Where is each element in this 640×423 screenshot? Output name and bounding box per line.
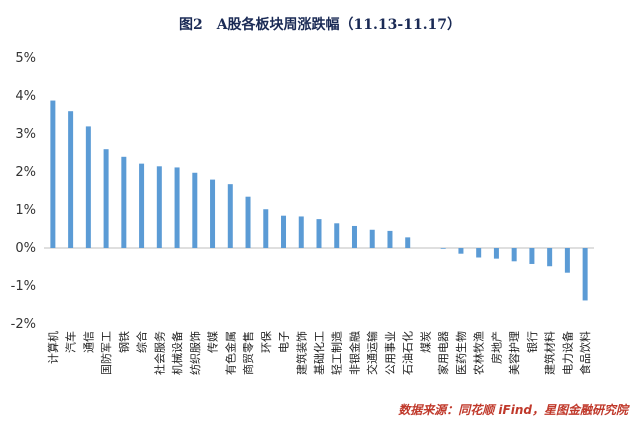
bar <box>387 230 393 248</box>
bar <box>564 248 570 273</box>
chart-title: 图2 A股各板块周涨跌幅（11.13-11.17） <box>179 16 461 33</box>
bar <box>405 237 411 248</box>
bar <box>174 167 180 248</box>
bar <box>316 219 322 248</box>
x-tick-label: 公用事业 <box>384 331 397 375</box>
bar <box>334 223 340 248</box>
bar <box>493 248 499 259</box>
bar <box>281 215 287 248</box>
bar <box>121 156 127 248</box>
bar <box>156 166 162 248</box>
y-tick-label: -1% <box>11 279 36 294</box>
bar <box>458 248 464 254</box>
x-tick-label: 非银金融 <box>347 331 361 375</box>
x-tick-label: 电力设备 <box>560 331 574 375</box>
x-tick-label: 传媒 <box>207 331 220 353</box>
y-tick-label: 3% <box>15 127 36 142</box>
bar <box>68 111 74 248</box>
bar <box>85 126 91 248</box>
x-tick-label: 煤炭 <box>419 331 432 353</box>
x-tick-label: 轻工制造 <box>330 331 344 375</box>
bar <box>263 209 269 248</box>
y-axis: -2% -1% 0% 1% 2% 3% 4% 5% <box>11 51 36 332</box>
bar <box>192 172 198 248</box>
x-tick-label: 农林牧渔 <box>472 331 486 375</box>
bar <box>227 184 233 248</box>
bar <box>369 229 375 248</box>
y-tick-label: 2% <box>15 165 36 180</box>
x-tick-label: 基础化工 <box>312 331 326 375</box>
bar <box>351 225 357 248</box>
x-tick-label: 家用电器 <box>436 331 450 375</box>
y-tick-label: 1% <box>15 203 36 218</box>
x-tick-label: 国防军工 <box>99 331 113 375</box>
x-tick-label: 纺织服饰 <box>188 331 202 375</box>
x-tick-label: 交通运输 <box>365 331 379 375</box>
bar <box>547 248 553 267</box>
bar <box>582 248 588 301</box>
source-note: 数据来源：同花顺 iFind，星图金融研究院 <box>398 403 630 417</box>
bar <box>245 196 251 248</box>
x-tick-label: 银行 <box>525 331 539 353</box>
bar <box>139 163 145 248</box>
x-tick-label: 环保 <box>259 331 273 353</box>
x-tick-label: 建筑装饰 <box>294 331 308 375</box>
x-tick-label: 钢铁 <box>118 331 131 353</box>
x-tick-label: 社会服务 <box>152 331 166 375</box>
x-tick-label: 美容护理 <box>507 331 521 375</box>
bars <box>50 100 588 301</box>
x-tick-label: 综合 <box>135 331 149 353</box>
bar <box>476 248 482 258</box>
x-tick-label: 医药生物 <box>454 331 468 375</box>
bar <box>210 179 216 248</box>
x-tick-label: 机械设备 <box>170 331 184 375</box>
x-tick-label: 计算机 <box>46 331 60 364</box>
x-tick-label: 汽车 <box>64 331 78 353</box>
x-tick-label: 房地产 <box>489 331 503 364</box>
bar <box>50 100 56 248</box>
bar <box>440 248 446 249</box>
bar <box>529 248 535 264</box>
y-tick-label: -2% <box>11 317 36 332</box>
x-tick-label: 商贸零售 <box>241 331 255 375</box>
bar <box>511 248 517 262</box>
x-tick-label: 食品饮料 <box>578 331 592 375</box>
y-tick-label: 0% <box>15 241 36 256</box>
y-tick-label: 4% <box>15 89 36 104</box>
x-tick-label: 通信 <box>82 331 95 353</box>
bar <box>298 216 304 248</box>
bar <box>103 149 109 248</box>
x-tick-label: 有色金属 <box>223 331 237 375</box>
x-tick-label: 石油石化 <box>401 331 415 375</box>
y-tick-label: 5% <box>15 51 36 66</box>
x-tick-label: 建筑材料 <box>543 331 557 375</box>
x-tick-label: 电子 <box>278 331 291 353</box>
x-axis-labels: 计算机 汽车 通信 国防军工 钢铁 综合 社会服务 机械设备 纺织服饰 传媒 有色金属 商贸零售 环保电… <box>46 331 592 375</box>
